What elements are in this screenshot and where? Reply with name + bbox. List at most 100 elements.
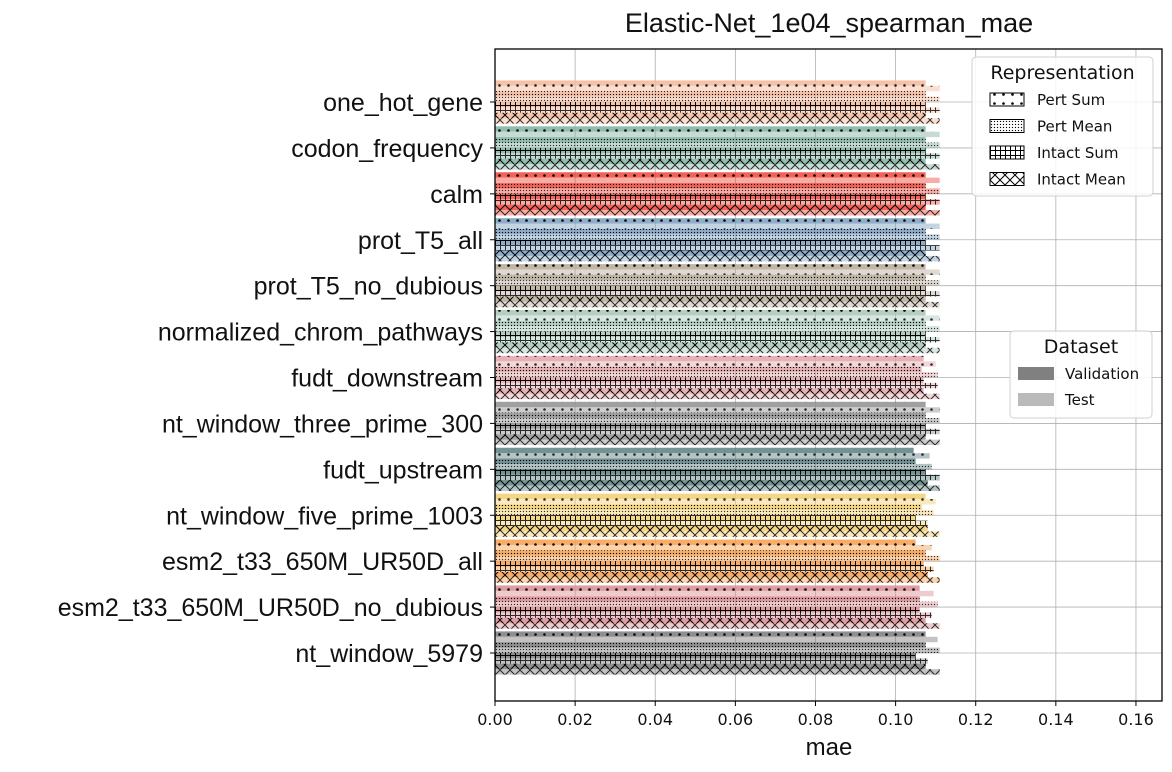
bar-pert-sum-test bbox=[495, 223, 940, 229]
bar-intact-sum-test bbox=[495, 291, 940, 297]
x-tick-label: 0.14 bbox=[1038, 710, 1074, 729]
bar-pert-mean-validation bbox=[495, 504, 922, 510]
x-tick-label: 0.04 bbox=[637, 710, 673, 729]
bar-pert-sum-test bbox=[495, 590, 934, 597]
bar-intact-mean-test bbox=[495, 347, 940, 354]
bar-pert-sum-validation bbox=[495, 585, 920, 591]
legend-representation-box bbox=[971, 56, 1154, 197]
x-tick-label: 0.06 bbox=[718, 710, 754, 729]
bar-pert-sum-validation bbox=[495, 172, 926, 178]
bar-pert-mean-test bbox=[495, 601, 938, 608]
bar-intact-sum-validation bbox=[495, 469, 926, 475]
y-category-label: nt_window_three_prime_300 bbox=[162, 410, 483, 438]
bar-pert-mean-validation bbox=[495, 458, 916, 464]
bar-pert-mean-validation bbox=[495, 412, 926, 419]
bar-intact-sum-validation bbox=[495, 377, 924, 383]
bar-pert-mean-test bbox=[495, 188, 940, 194]
bar-intact-mean-test bbox=[495, 393, 940, 400]
bar-pert-mean-validation bbox=[495, 642, 926, 648]
bar-intact-mean-test bbox=[495, 485, 940, 491]
bar-pert-sum-validation bbox=[495, 80, 926, 86]
legend-dataset-entry: Test bbox=[1018, 391, 1095, 409]
bar-pert-sum-test bbox=[495, 407, 940, 413]
bar-intact-sum-test bbox=[495, 107, 940, 113]
bar-pert-sum-test bbox=[495, 315, 940, 321]
bar-pert-sum-validation bbox=[495, 309, 926, 316]
bar-pert-sum-test bbox=[495, 85, 940, 92]
bar-pert-sum-validation bbox=[495, 539, 916, 545]
bar-pert-mean-test bbox=[495, 326, 940, 332]
bar-pert-sum-validation bbox=[495, 493, 926, 500]
bar-intact-mean-validation bbox=[495, 480, 928, 486]
legend-representation-entry: Pert Mean bbox=[989, 118, 1112, 136]
x-tick-label: 0.00 bbox=[477, 710, 513, 729]
bar-intact-mean-validation bbox=[495, 296, 926, 302]
bar-pert-sum-test bbox=[495, 177, 940, 184]
x-tick-label: 0.16 bbox=[1118, 710, 1154, 729]
bar-pert-sum-test bbox=[495, 361, 936, 367]
bar-intact-sum-validation bbox=[495, 239, 926, 246]
y-category-label: esm2_t33_650M_UR50D_all bbox=[162, 548, 483, 576]
bar-intact-sum-validation bbox=[495, 653, 916, 659]
legend-representation-entry: Intact Sum bbox=[989, 144, 1119, 162]
bar-pert-mean-validation bbox=[495, 137, 926, 143]
bar-pert-sum-validation bbox=[495, 264, 926, 270]
bar-intact-mean-test bbox=[495, 210, 940, 216]
bar-pert-mean-test bbox=[495, 96, 940, 102]
bar-pert-sum-test bbox=[495, 499, 936, 505]
y-category-label: calm bbox=[430, 181, 483, 209]
plot-area-frame bbox=[494, 48, 1163, 702]
bar-intact-sum-test bbox=[495, 245, 940, 251]
bar-intact-sum-validation bbox=[495, 285, 926, 292]
bar-intact-sum-test bbox=[495, 428, 940, 435]
bar-intact-mean-test bbox=[495, 669, 940, 675]
bar-pert-mean-test bbox=[495, 418, 940, 424]
bar-pert-mean-test bbox=[495, 555, 940, 562]
bar-intact-sum-validation bbox=[495, 331, 926, 337]
legend-representation-title: Representation bbox=[990, 62, 1134, 84]
bar-intact-sum-test bbox=[495, 153, 940, 159]
bar-pert-sum-validation bbox=[495, 401, 926, 408]
y-category-label: normalized_chrom_pathways bbox=[158, 319, 483, 347]
bar-intact-mean-validation bbox=[495, 434, 926, 440]
bar-pert-mean-test bbox=[495, 280, 940, 286]
bar-intact-mean-validation bbox=[495, 571, 928, 578]
bar-intact-sum-validation bbox=[495, 515, 916, 521]
bar-pert-mean-validation bbox=[495, 596, 920, 602]
bar-pert-sum-validation bbox=[495, 355, 924, 362]
bar-pert-sum-validation bbox=[495, 447, 914, 454]
bar-intact-mean-validation bbox=[495, 204, 926, 211]
y-category-label: nt_window_5979 bbox=[295, 640, 483, 668]
legend-swatch bbox=[1018, 393, 1054, 406]
y-category-label: esm2_t33_650M_UR50D_no_dubious bbox=[58, 594, 483, 622]
bar-pert-mean-validation bbox=[495, 550, 926, 556]
bar-pert-sum-test bbox=[495, 131, 940, 138]
bar-intact-sum-test bbox=[495, 382, 938, 389]
bar-intact-sum-test bbox=[495, 199, 940, 205]
x-tick-label: 0.12 bbox=[958, 710, 994, 729]
bar-intact-mean-test bbox=[495, 531, 940, 537]
bar-intact-sum-test bbox=[495, 566, 934, 572]
y-category-label: fudt_downstream bbox=[291, 365, 483, 393]
y-category-label: prot_T5_no_dubious bbox=[254, 273, 483, 301]
bar-pert-mean-test bbox=[495, 372, 938, 378]
bar-intact-mean-validation bbox=[495, 526, 928, 532]
bar-intact-sum-validation bbox=[495, 193, 926, 200]
x-tick-label: 0.08 bbox=[798, 710, 834, 729]
bar-intact-mean-test bbox=[495, 301, 940, 308]
legend-label: Validation bbox=[1065, 365, 1139, 383]
legend-label: Test bbox=[1064, 391, 1095, 409]
bar-pert-mean-test bbox=[495, 647, 940, 653]
bar-pert-mean-validation bbox=[495, 91, 926, 97]
bar-intact-sum-validation bbox=[495, 102, 926, 108]
bar-pert-mean-test bbox=[495, 142, 940, 148]
bar-intact-mean-validation bbox=[495, 342, 926, 348]
legend-dataset-entry: Validation bbox=[1018, 365, 1139, 383]
bar-pert-mean-test bbox=[495, 234, 940, 240]
legend-label: Intact Mean bbox=[1037, 171, 1126, 189]
bar-intact-mean-validation bbox=[495, 158, 926, 165]
bar-pert-sum-test bbox=[495, 269, 940, 275]
bar-pert-sum-test bbox=[495, 636, 938, 643]
